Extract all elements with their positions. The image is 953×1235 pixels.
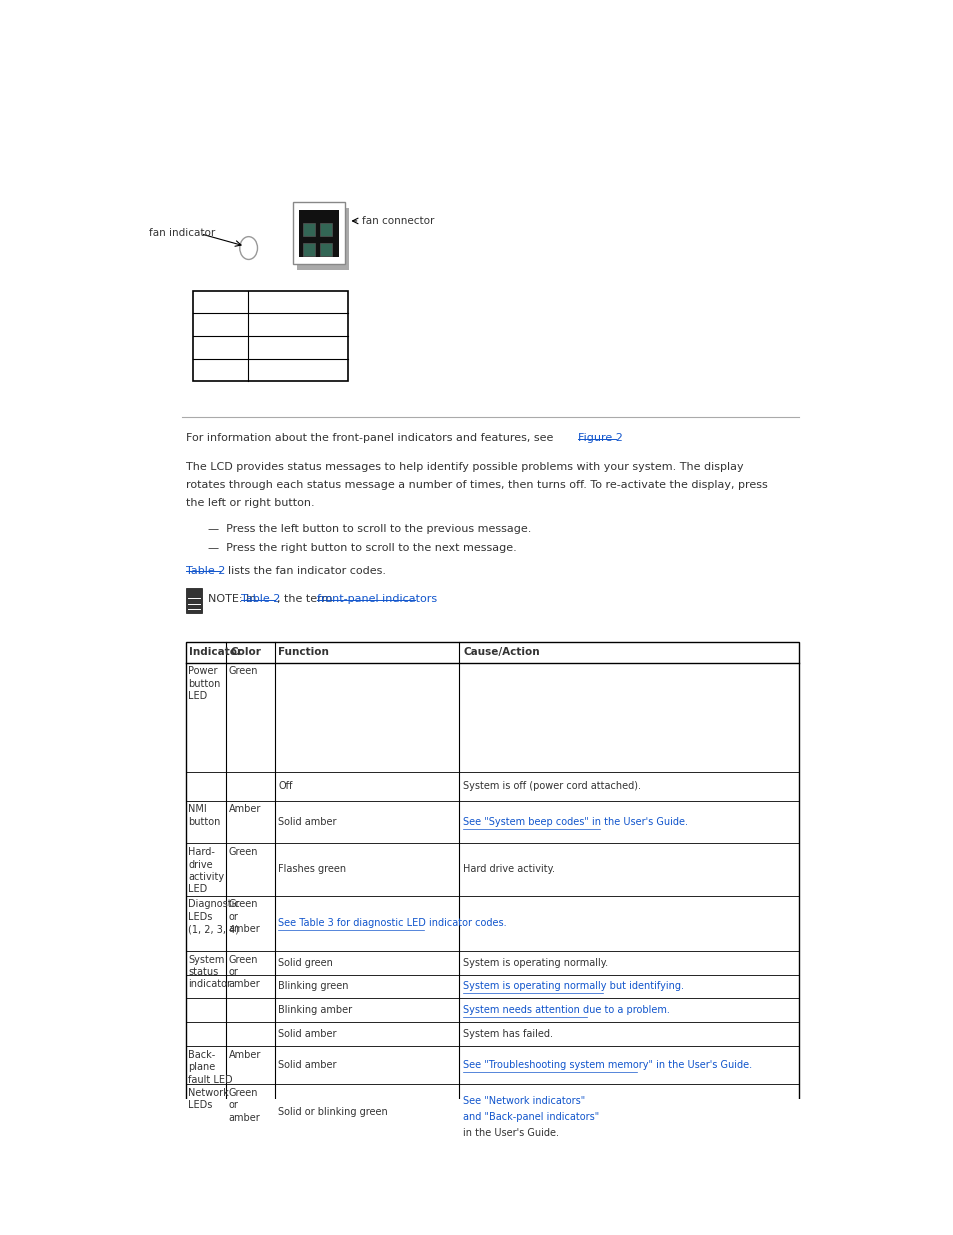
Text: Off: Off — [278, 782, 293, 792]
Text: , the term: , the term — [276, 594, 332, 604]
Text: The LCD provides status messages to help identify possible problems with your sy: The LCD provides status messages to help… — [186, 462, 742, 472]
Bar — [297, 209, 349, 270]
Text: Figure 2: Figure 2 — [578, 433, 622, 443]
Text: System has failed.: System has failed. — [462, 1029, 553, 1039]
Text: —  Press the left button to scroll to the previous message.: — Press the left button to scroll to the… — [208, 524, 531, 534]
Text: in the User's Guide.: in the User's Guide. — [462, 1129, 558, 1139]
Text: Solid amber: Solid amber — [278, 816, 336, 827]
Text: System needs attention due to a problem.: System needs attention due to a problem. — [462, 1005, 669, 1015]
Text: Flashes green: Flashes green — [278, 864, 346, 874]
Bar — [320, 224, 332, 236]
Bar — [303, 243, 314, 257]
Text: Green: Green — [229, 667, 258, 677]
Text: Green
or
amber: Green or amber — [229, 955, 260, 989]
Text: Solid amber: Solid amber — [278, 1029, 336, 1039]
Text: the left or right button.: the left or right button. — [186, 498, 314, 508]
Text: front-panel indicators: front-panel indicators — [317, 594, 437, 604]
Text: See "System beep codes" in the User's Guide.: See "System beep codes" in the User's Gu… — [462, 816, 687, 827]
Bar — [303, 224, 314, 236]
Text: System is operating normally but identifying.: System is operating normally but identif… — [462, 982, 683, 992]
Text: Hard-
drive
activity
LED: Hard- drive activity LED — [188, 847, 224, 894]
Text: Amber: Amber — [229, 804, 261, 814]
Text: lists the fan indicator codes.: lists the fan indicator codes. — [221, 566, 386, 576]
Bar — [320, 243, 332, 257]
Bar — [193, 291, 348, 382]
Text: Hard drive activity.: Hard drive activity. — [462, 864, 555, 874]
Text: Solid or blinking green: Solid or blinking green — [278, 1108, 388, 1118]
Text: Table 2: Table 2 — [186, 566, 225, 576]
Text: Indicator: Indicator — [190, 647, 242, 657]
Text: Green
or
amber: Green or amber — [229, 1088, 260, 1123]
Text: Color: Color — [230, 647, 261, 657]
Text: See Table 3 for diagnostic LED indicator codes.: See Table 3 for diagnostic LED indicator… — [278, 919, 506, 929]
Text: System is operating normally.: System is operating normally. — [462, 957, 607, 968]
Bar — [298, 210, 338, 257]
Text: NOTE: In: NOTE: In — [208, 594, 256, 604]
Text: Power
button
LED: Power button LED — [188, 667, 220, 701]
Bar — [186, 589, 202, 614]
Text: See "Network indicators": See "Network indicators" — [462, 1095, 585, 1107]
Text: System is off (power cord attached).: System is off (power cord attached). — [462, 782, 640, 792]
Text: Green
or
amber: Green or amber — [229, 899, 260, 934]
Text: Blinking green: Blinking green — [278, 982, 349, 992]
Text: System
status
indicator: System status indicator — [188, 955, 231, 989]
Text: Cause/Action: Cause/Action — [462, 647, 539, 657]
Text: Network
LEDs: Network LEDs — [188, 1088, 229, 1110]
Bar — [186, 642, 799, 1141]
Text: Diagnostic
LEDs
(1, 2, 3, 4): Diagnostic LEDs (1, 2, 3, 4) — [188, 899, 239, 934]
Text: NMI
button: NMI button — [188, 804, 220, 826]
Text: Table 2: Table 2 — [240, 594, 279, 604]
Text: rotates through each status message a number of times, then turns off. To re-act: rotates through each status message a nu… — [186, 480, 767, 490]
Text: Back-
plane
fault LED: Back- plane fault LED — [188, 1050, 233, 1084]
Text: Amber: Amber — [229, 1050, 261, 1060]
Text: fan indicator: fan indicator — [149, 227, 214, 238]
Bar — [293, 203, 344, 264]
Text: and "Back-panel indicators": and "Back-panel indicators" — [462, 1113, 598, 1123]
Text: Green: Green — [229, 847, 258, 857]
Text: For information about the front-panel indicators and features, see: For information about the front-panel in… — [186, 433, 553, 443]
Text: Function: Function — [278, 647, 329, 657]
Text: Solid amber: Solid amber — [278, 1060, 336, 1070]
Text: fan connector: fan connector — [361, 216, 434, 226]
Text: Blinking amber: Blinking amber — [278, 1005, 352, 1015]
Text: Solid green: Solid green — [278, 957, 333, 968]
Text: —  Press the right button to scroll to the next message.: — Press the right button to scroll to th… — [208, 543, 517, 553]
Text: See "Troubleshooting system memory" in the User's Guide.: See "Troubleshooting system memory" in t… — [462, 1060, 751, 1070]
